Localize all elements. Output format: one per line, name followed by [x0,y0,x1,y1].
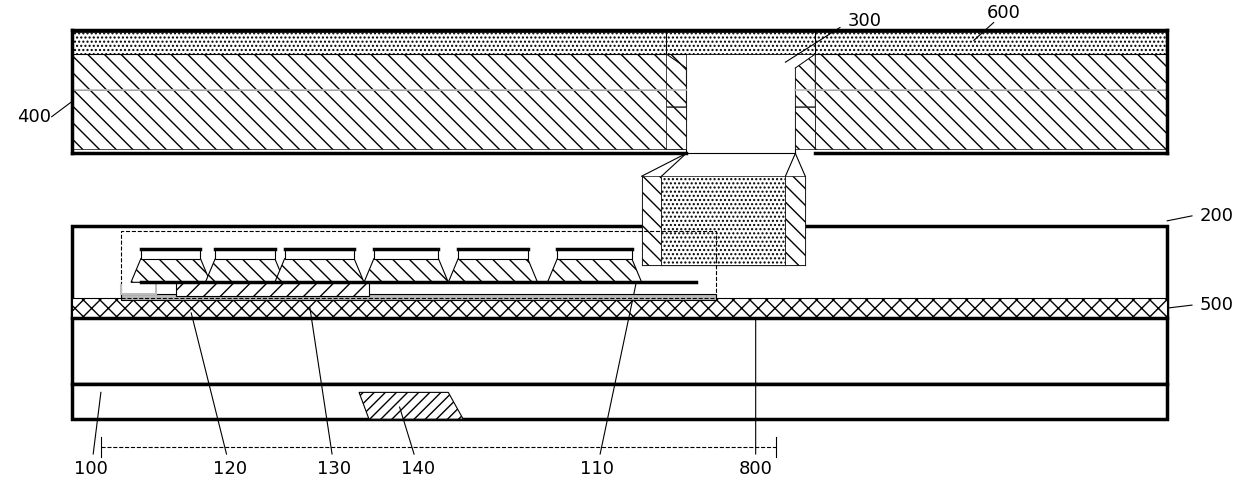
Polygon shape [548,258,641,282]
Polygon shape [815,54,1167,90]
Polygon shape [131,258,211,282]
Polygon shape [666,32,815,54]
Polygon shape [785,176,805,266]
Text: 600: 600 [987,3,1021,22]
Text: 130: 130 [310,308,351,478]
Bar [72,226,1167,384]
Polygon shape [641,176,661,266]
Polygon shape [72,90,686,149]
Bar [285,249,355,258]
Text: 110: 110 [580,283,636,478]
Polygon shape [795,107,815,149]
Polygon shape [661,176,785,266]
Bar [374,249,439,258]
Bar [72,298,1167,318]
Text: 400: 400 [17,108,51,126]
Polygon shape [666,54,686,107]
Text: 100: 100 [74,392,108,478]
Polygon shape [815,32,1167,54]
Bar [122,231,715,298]
Text: 300: 300 [848,12,882,29]
Polygon shape [449,258,538,282]
Text: 120: 120 [191,313,247,478]
Polygon shape [815,90,1167,149]
Polygon shape [360,392,464,419]
Polygon shape [365,258,449,282]
Bar [459,249,528,258]
Polygon shape [666,107,686,149]
Text: 800: 800 [739,318,773,478]
Polygon shape [72,54,686,90]
Text: 200: 200 [1200,207,1234,225]
Bar [141,249,201,258]
Polygon shape [275,258,365,282]
Text: 140: 140 [399,407,435,478]
Bar [122,294,715,300]
Text: 500: 500 [1200,296,1234,314]
Polygon shape [206,258,285,282]
Bar [176,282,370,296]
Bar [72,384,1167,419]
Polygon shape [795,54,815,107]
Bar [557,249,631,258]
Polygon shape [72,32,666,54]
Bar [216,249,275,258]
